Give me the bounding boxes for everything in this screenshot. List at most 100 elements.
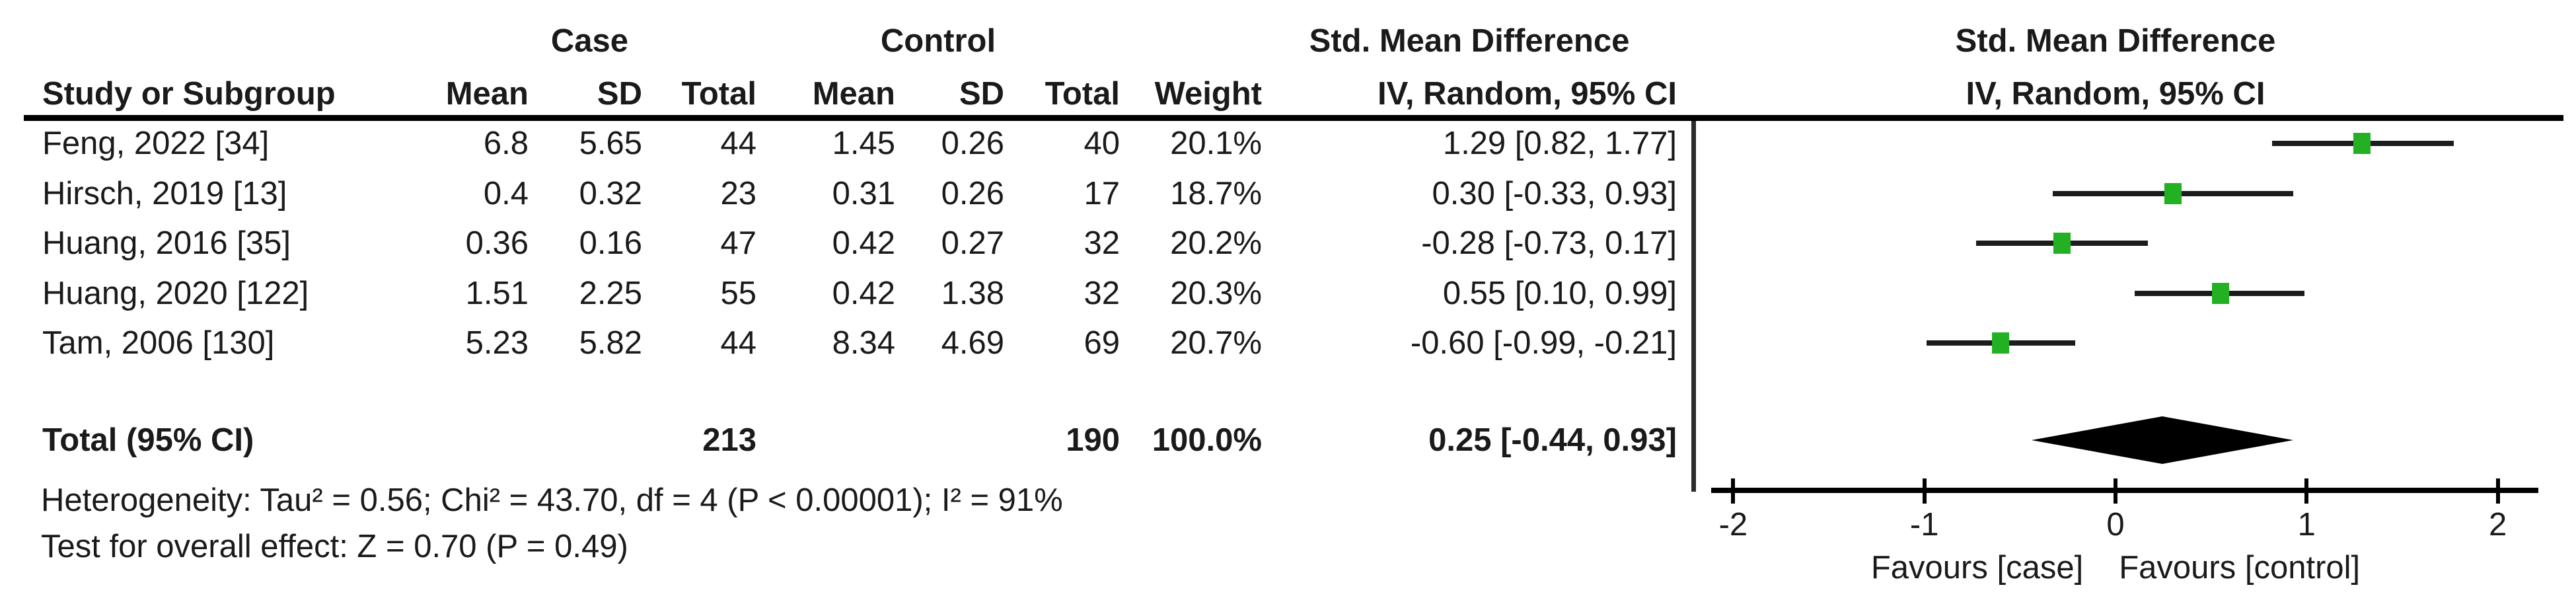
axis-tick-label: 2 <box>2488 507 2507 543</box>
zero-reference-line <box>1691 121 1696 492</box>
weight-value: 20.3% <box>1170 275 1262 311</box>
control-total-value: 40 <box>1084 126 1120 161</box>
weight-value: 20.1% <box>1170 126 1262 161</box>
case-sd-value: 5.65 <box>579 126 642 161</box>
case-mean-value: 1.51 <box>465 275 529 311</box>
spacer <box>0 22 423 60</box>
axis-tick-label: 1 <box>2297 507 2316 543</box>
case-total-value: 44 <box>720 126 756 161</box>
case-sd-value: 0.16 <box>579 225 642 261</box>
table-column-header-row: Study or Subgroup Mean SD Total Mean SD … <box>0 75 1677 113</box>
axis-tick <box>2304 478 2309 504</box>
study-label: Tam, 2006 [130] <box>42 325 275 361</box>
pooled-diamond <box>2031 416 2294 464</box>
study-column-header: Study or Subgroup <box>42 76 336 112</box>
case-total-value: 23 <box>720 175 756 211</box>
ci-text-value: -0.60 [-0.99, -0.21] <box>1410 325 1677 361</box>
control-total-value: 17 <box>1084 175 1120 211</box>
x-axis-line <box>1711 488 2538 493</box>
study-label: Huang, 2020 [122] <box>42 275 309 311</box>
weight-column-header: Weight <box>1154 76 1262 112</box>
effect-marker <box>2353 133 2371 154</box>
ci-text-value: 0.30 [-0.33, 0.93] <box>1432 175 1677 211</box>
control-total-value: 32 <box>1084 225 1120 261</box>
case-mean-value: 5.23 <box>465 325 529 361</box>
spacer <box>423 421 529 459</box>
control-mean-value: 0.42 <box>832 275 895 311</box>
total-control-n: 190 <box>1066 422 1120 458</box>
weight-value: 20.2% <box>1170 225 1262 261</box>
table-row: Tam, 2006 [130] 5.23 5.82 44 8.34 4.69 6… <box>0 324 1677 362</box>
case-mean-value: 0.4 <box>483 175 529 211</box>
study-label: Huang, 2016 [35] <box>42 225 291 261</box>
smd-group-header: Std. Mean Difference <box>1309 23 1630 59</box>
effect-marker <box>2164 182 2182 204</box>
control-mean-value: 8.34 <box>832 325 895 361</box>
spacer <box>529 421 642 459</box>
table-group-header-row: Case Control Std. Mean Difference <box>0 22 1677 60</box>
case-total-value: 44 <box>720 325 756 361</box>
effect-marker <box>2212 282 2230 304</box>
ci-text-value: 0.55 [0.10, 0.99] <box>1442 275 1677 311</box>
total-row: Total (95% CI) 213 190 100.0% 0.25 [-0.4… <box>0 421 1677 459</box>
case-total-value: 55 <box>720 275 756 311</box>
control-sd-value: 0.26 <box>941 175 1004 211</box>
axis-tick <box>2495 478 2500 504</box>
table-row: Feng, 2022 [34] 6.8 5.65 44 1.45 0.26 40… <box>0 124 1677 163</box>
control-mean-value: 1.45 <box>832 126 895 161</box>
table-row: Huang, 2020 [122] 1.51 2.25 55 0.42 1.38… <box>0 274 1677 313</box>
control-mean-value: 0.42 <box>832 225 895 261</box>
weight-value: 18.7% <box>1170 175 1262 211</box>
overall-effect-note: Test for overall effect: Z = 0.70 (P = 0… <box>41 529 628 564</box>
case-sd-value: 2.25 <box>579 275 642 311</box>
total-label: Total (95% CI) <box>42 422 254 458</box>
control-mean-value: 0.31 <box>832 175 895 211</box>
case-mean-value: 0.36 <box>465 225 529 261</box>
study-label: Hirsch, 2019 [13] <box>42 175 287 211</box>
control-sd-value: 1.38 <box>941 275 1004 311</box>
case-total-column-header: Total <box>681 76 756 112</box>
ci-text-value: 1.29 [0.82, 1.77] <box>1442 126 1677 161</box>
control-mean-column-header: Mean <box>812 76 895 112</box>
total-weight: 100.0% <box>1152 422 1262 458</box>
weight-value: 20.7% <box>1170 325 1262 361</box>
favours-labels: Favours [case] Favours [control] <box>1691 549 2540 587</box>
control-sd-column-header: SD <box>959 76 1004 112</box>
case-total-value: 47 <box>720 225 756 261</box>
control-group-header: Control <box>880 23 996 59</box>
axis-tick <box>2114 478 2117 504</box>
case-mean-value: 6.8 <box>483 126 529 161</box>
forest-plot-pane: Std. Mean Difference IV, Random, 95% CI … <box>1691 0 2576 608</box>
favours-right-label: Favours [control] <box>2119 550 2361 586</box>
axis-tick-label: -1 <box>1909 507 1939 543</box>
control-sd-value: 0.27 <box>941 225 1004 261</box>
case-sd-column-header: SD <box>597 76 642 112</box>
header-divider-line <box>24 115 2563 121</box>
axis-tick <box>1731 478 1736 504</box>
total-case-n: 213 <box>702 422 756 458</box>
control-total-column-header: Total <box>1045 76 1120 112</box>
axis-tick-label: 0 <box>2106 507 2125 543</box>
effect-marker <box>1992 332 2010 354</box>
ci-column-header: IV, Random, 95% CI <box>1378 76 1677 112</box>
study-label: Feng, 2022 [34] <box>42 126 270 161</box>
spacer <box>895 421 1004 459</box>
heterogeneity-note: Heterogeneity: Tau² = 0.56; Chi² = 43.70… <box>41 482 1063 518</box>
table-row: Huang, 2016 [35] 0.36 0.16 47 0.42 0.27 … <box>0 224 1677 262</box>
effect-marker <box>2053 233 2071 254</box>
spacer <box>756 421 895 459</box>
control-sd-value: 0.26 <box>941 126 1004 161</box>
table-row: Hirsch, 2019 [13] 0.4 0.32 23 0.31 0.26 … <box>0 174 1677 213</box>
ci-text-value: -0.28 [-0.73, 0.17] <box>1421 225 1677 261</box>
spacer <box>1120 22 1262 60</box>
axis-tick-label: -2 <box>1718 507 1748 543</box>
case-sd-value: 5.82 <box>579 325 642 361</box>
case-sd-value: 0.32 <box>579 175 642 211</box>
plot-header-line2: IV, Random, 95% CI <box>1966 76 2265 112</box>
control-total-value: 32 <box>1084 275 1120 311</box>
control-total-value: 69 <box>1084 325 1120 361</box>
total-ci-text: 0.25 [-0.44, 0.93] <box>1428 422 1677 458</box>
favours-left-label: Favours [case] <box>1870 550 2084 586</box>
case-group-header: Case <box>550 23 629 59</box>
